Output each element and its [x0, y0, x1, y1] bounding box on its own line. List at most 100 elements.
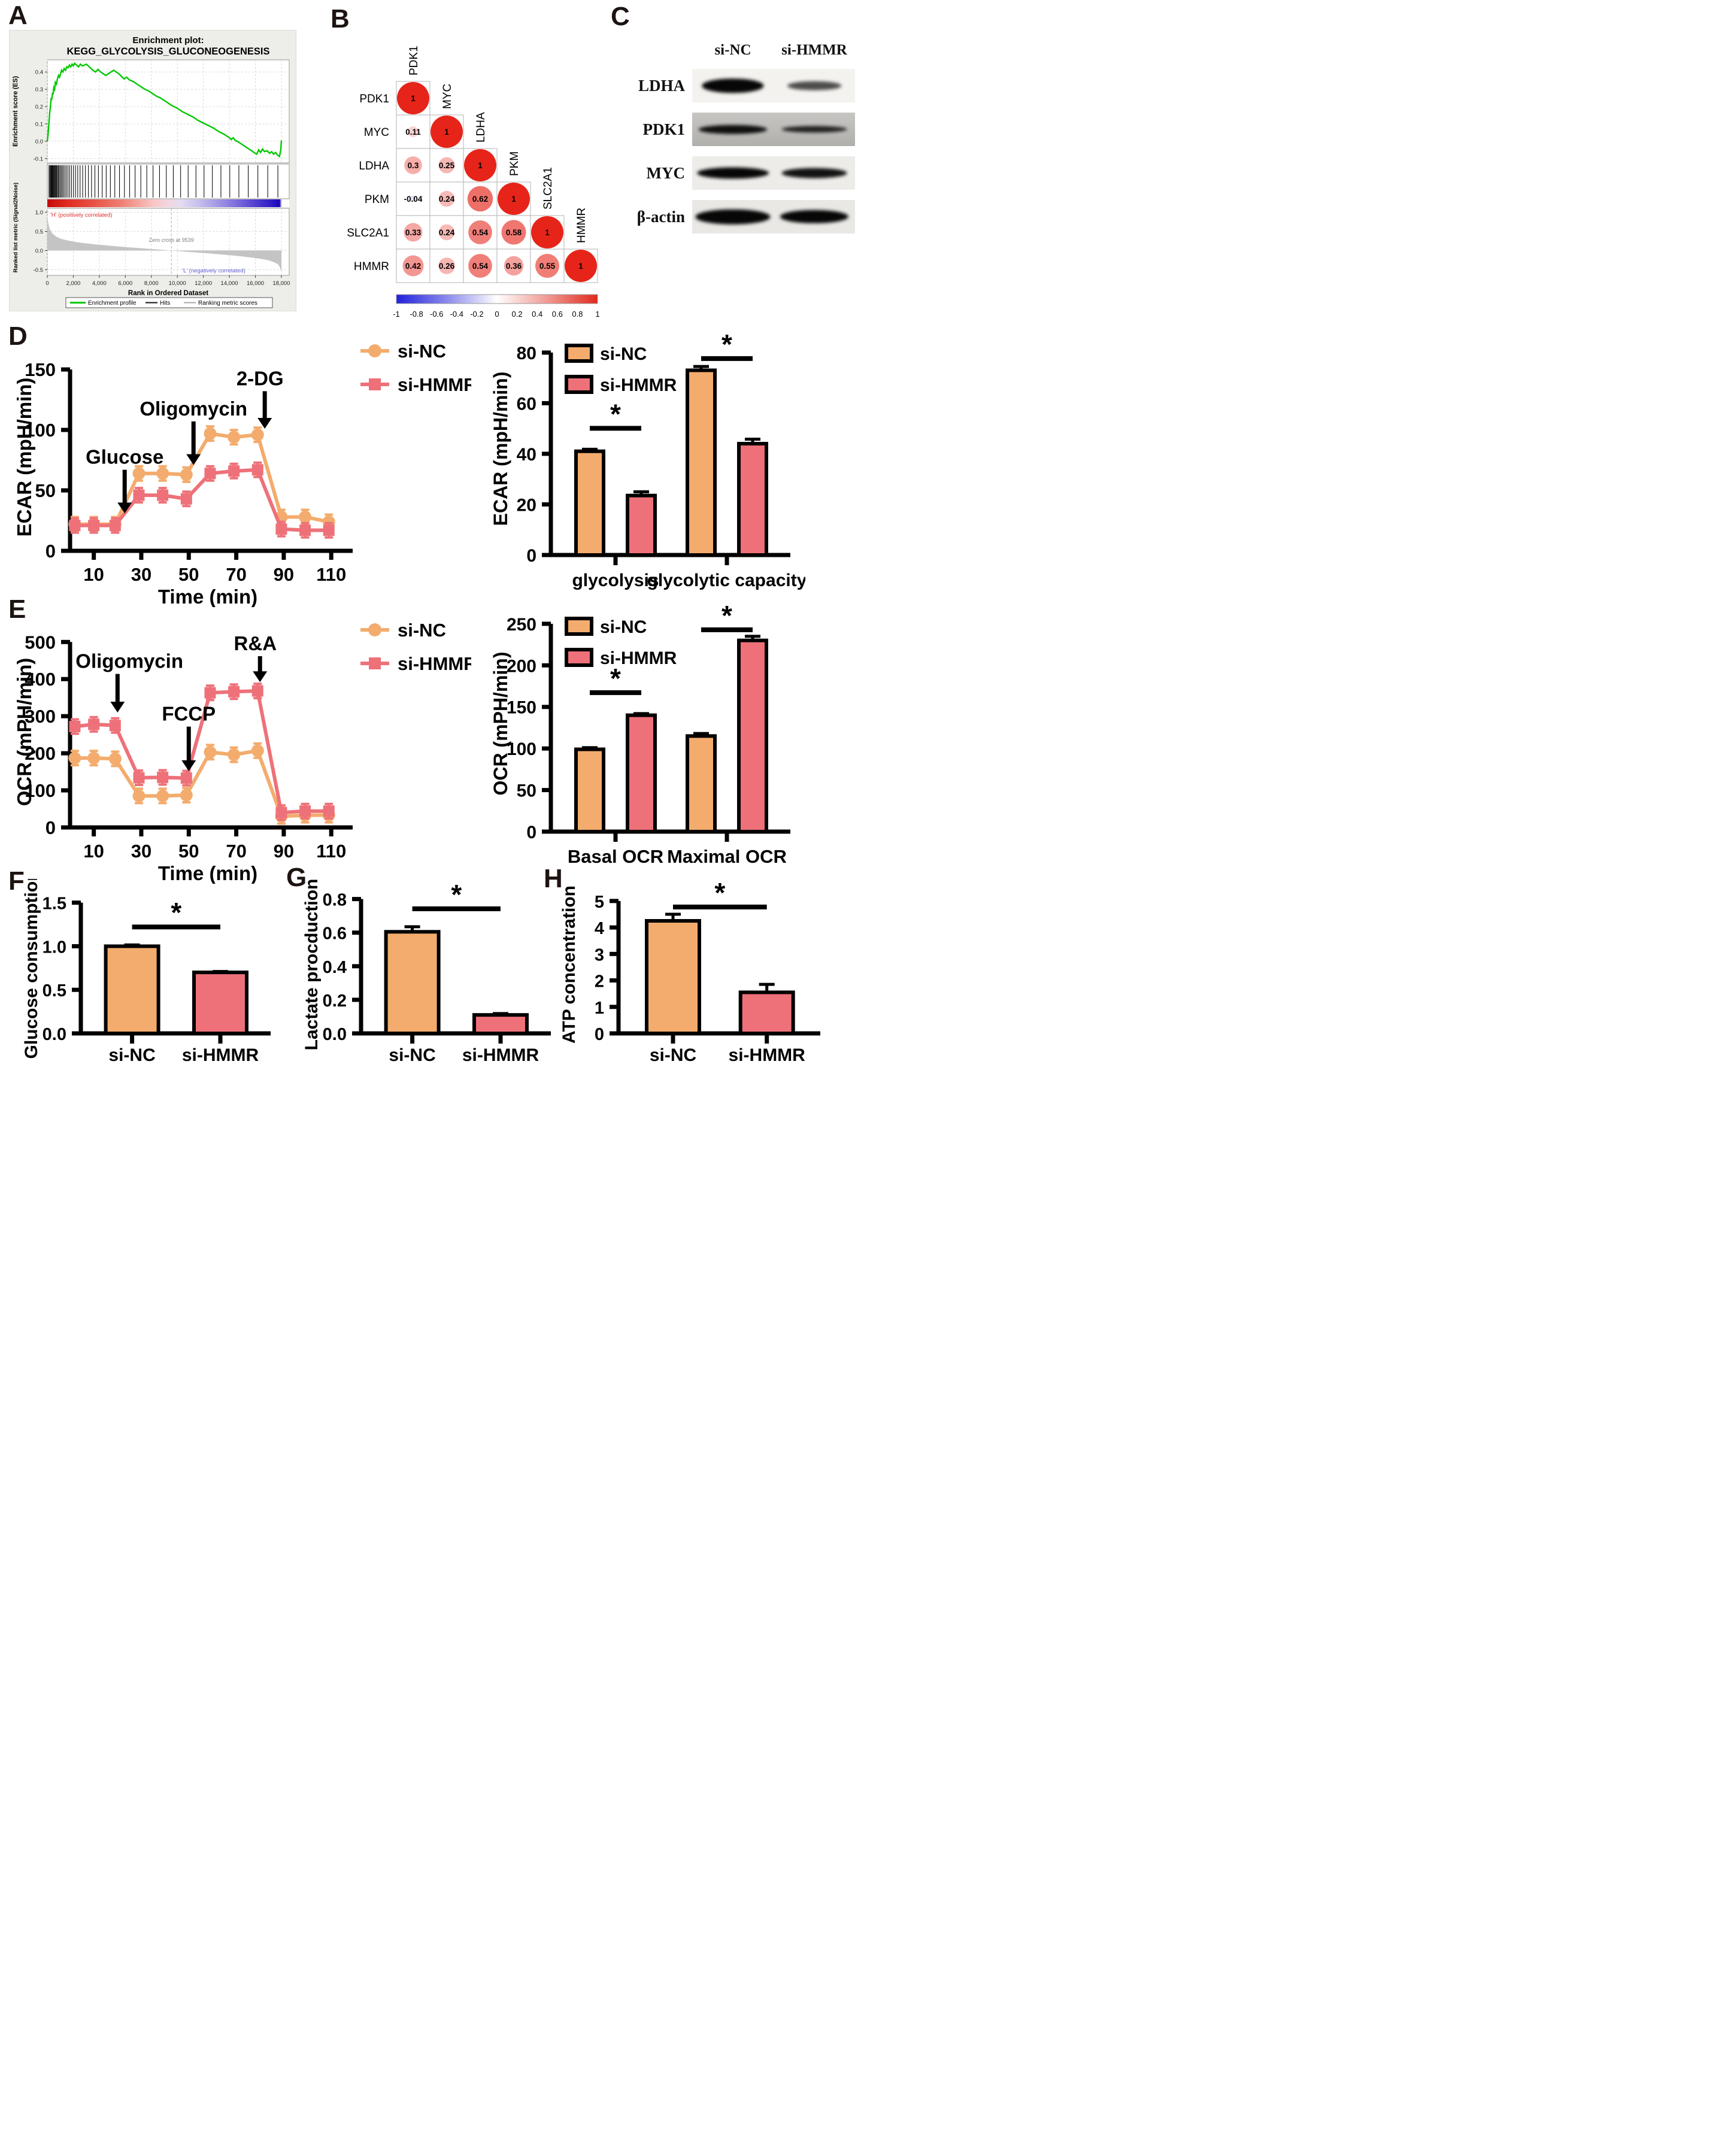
legend-label: si-NC — [600, 344, 647, 364]
legend-swatch — [565, 375, 593, 394]
legend-ranking-metric: Ranking metric scores — [198, 300, 257, 307]
ecar-bar-chart: 0 20 40 60 80 ECAR (mpH/min) glycolysisglycoly… — [490, 329, 805, 590]
protein-label: β-actin — [636, 207, 685, 226]
data-point-si-HMMR — [228, 465, 240, 477]
blot-strip — [692, 69, 855, 102]
panel-f-label: F — [8, 866, 25, 896]
correlation-value: 0.11 — [405, 128, 421, 137]
data-point-si-NC — [180, 789, 193, 802]
legend-hits: Hits — [160, 300, 170, 307]
western-blot-panel: si-NC si-HMMR LDHA PDK1 MYC β-actin — [623, 42, 862, 234]
enrichment-score-curve — [46, 62, 283, 158]
blot-strip — [692, 156, 855, 190]
x-tick-label: 110 — [316, 564, 346, 585]
legend-label: si-HMMR — [600, 648, 677, 668]
y-tick-label: 0.4 — [323, 958, 347, 977]
data-point-si-NC — [228, 430, 241, 444]
x-tick-label: 50 — [178, 841, 199, 862]
multi-panel-figure: A B C D E F G H Enrichment plot: KEGG_GLY… — [0, 0, 866, 1084]
x-tick-label: 30 — [131, 841, 151, 862]
data-point-si-NC — [299, 510, 312, 523]
colorbar-tick: -0.2 — [470, 310, 483, 319]
rank-x-tick: 10,000 — [169, 280, 186, 287]
es-tick: 0.1 — [35, 121, 43, 128]
x-tick-label: 90 — [274, 841, 294, 862]
category-label: si-HMMR — [182, 1045, 259, 1065]
rank-x-tick: 2,000 — [66, 280, 81, 287]
y-tick-label: 100 — [507, 739, 536, 759]
y-tick-label: 1.0 — [43, 938, 66, 957]
category-label: si-HMMR — [729, 1045, 806, 1065]
correlation-value: 0.24 — [439, 195, 455, 204]
correlation-value: 0.54 — [472, 228, 489, 237]
correlation-circle — [467, 186, 493, 212]
y-axis-title: Glucose consumption — [22, 879, 41, 1059]
blot-strip — [692, 113, 855, 146]
blot-strip — [692, 200, 855, 234]
correlation-circle — [504, 256, 524, 276]
colorbar-tick: 0 — [495, 310, 499, 319]
correlation-circle — [468, 220, 492, 244]
y-tick-label: 0.6 — [323, 924, 347, 944]
gene-column-label: MYC — [441, 84, 454, 109]
protein-label: LDHA — [638, 76, 685, 95]
category-label: Basal OCR — [568, 846, 663, 867]
gsea-enrichment-plot: Enrichment plot:KEGG_GLYCOLYSIS_GLUCONEO… — [9, 30, 296, 311]
y-tick-label: 0 — [526, 546, 536, 566]
rank-x-tick: 8,000 — [144, 280, 159, 287]
data-point-si-HMMR — [228, 686, 240, 698]
y-tick-label: 50 — [517, 781, 536, 801]
gsea-rank-ylabel: Ranked list metric (Signal2Noise) — [13, 183, 19, 272]
gsea-legend-box — [65, 297, 273, 308]
gene-row-label: PKM — [365, 193, 389, 206]
y-tick-label: 100 — [25, 420, 56, 441]
correlation-value: 0.25 — [439, 161, 455, 170]
rank-x-tick: 4,000 — [92, 280, 107, 287]
correlation-circle — [431, 116, 463, 148]
arrowhead — [186, 454, 201, 465]
panel-a-label: A — [8, 1, 28, 30]
correlation-value: 1 — [444, 128, 449, 137]
x-tick-label: 70 — [226, 841, 246, 862]
correlation-circle — [404, 156, 422, 174]
legend-marker — [369, 657, 381, 669]
significance-asterisk: * — [171, 897, 181, 928]
data-point-si-HMMR — [109, 720, 121, 732]
correlation-value: 1 — [411, 94, 416, 103]
gene-row-label: MYC — [364, 126, 389, 139]
colorbar-tick: -1 — [393, 310, 400, 319]
bar-si-HMMR-glycolysis — [626, 493, 657, 557]
significance-asterisk: * — [451, 879, 462, 910]
data-point-si-HMMR — [251, 685, 263, 697]
es-tick: 0.2 — [35, 104, 43, 111]
correlation-value: 0.36 — [506, 262, 522, 271]
blot-row: β-actin — [623, 200, 862, 234]
y-tick-label: 500 — [25, 632, 56, 653]
y-tick-label: 150 — [507, 698, 536, 718]
arrowhead — [181, 760, 196, 771]
y-axis-title: ECAR (mpH/min) — [13, 378, 35, 537]
y-tick-label: 200 — [25, 743, 56, 764]
data-point-si-NC — [228, 748, 241, 762]
y-axis-title: OCR (mPH/min) — [13, 658, 35, 806]
correlation-circle — [438, 190, 455, 207]
y-axis-title: OCR (mPH/min) — [490, 652, 511, 796]
y-axis-title: Lactate procduction — [302, 879, 322, 1050]
legend-marker — [369, 378, 381, 390]
colorbar-tick: -0.6 — [430, 310, 443, 319]
legend-marker — [368, 623, 381, 636]
data-point-si-HMMR — [299, 805, 311, 817]
colorbar-tick: 1 — [595, 310, 599, 319]
y-tick-label: 250 — [507, 615, 536, 635]
legend-label: si-NC — [600, 617, 647, 637]
panel-b-label: B — [331, 4, 350, 34]
gsea-xlabel: Rank in Ordered Dataset — [128, 290, 208, 297]
legend-swatch — [565, 617, 593, 636]
bar-si-NC-glycolysis — [574, 449, 605, 557]
protein-band — [781, 126, 847, 133]
significance-asterisk: * — [714, 879, 725, 908]
y-tick-label: 100 — [25, 780, 56, 801]
panel-d-label: D — [8, 322, 28, 351]
data-point-si-HMMR — [88, 718, 100, 730]
